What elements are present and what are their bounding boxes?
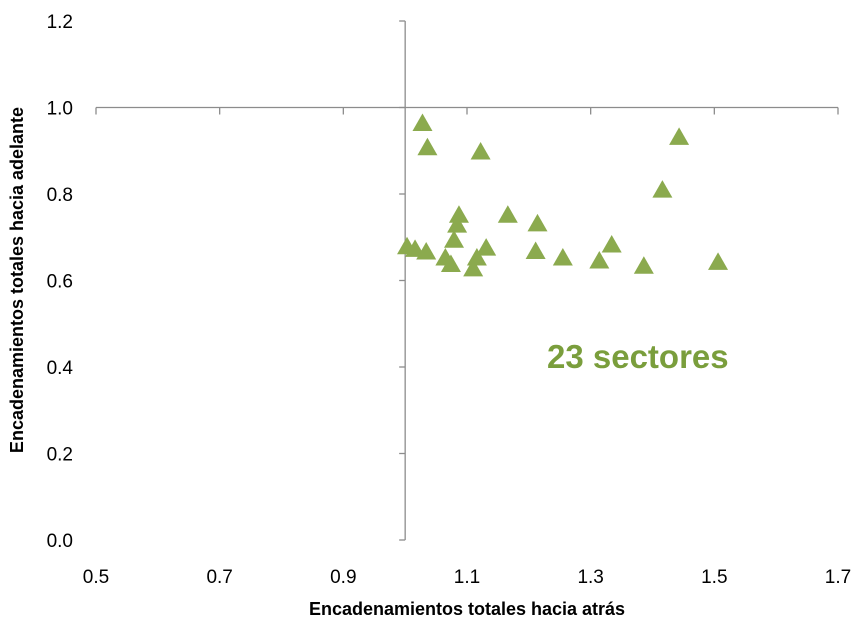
data-point-triangle [463, 258, 484, 277]
x-axis-title: Encadenamientos totales hacia atrás [309, 599, 625, 619]
x-axis: 0.5 0.7 0.9 1.1 1.3 1.5 1.7 [83, 106, 851, 588]
data-point-triangle [412, 113, 433, 132]
y-tick-label: 1.0 [47, 99, 73, 120]
y-tick-label: 0.2 [47, 445, 73, 466]
data-point-triangle [497, 205, 518, 223]
data-point-triangle [669, 127, 690, 145]
data-point-triangle [525, 241, 546, 260]
data-points [397, 113, 729, 277]
y-tick-label: 0.4 [47, 358, 74, 379]
y-axis: 0.0 0.2 0.4 0.6 0.8 1.0 1.2 [47, 12, 406, 552]
annotation-label: 23 sectores [547, 338, 729, 375]
data-point-triangle [476, 238, 497, 256]
y-axis-title: Encadenamientos totales hacia adelante [7, 107, 27, 453]
x-tick-label: 1.7 [825, 567, 851, 588]
data-point-triangle [444, 230, 465, 248]
y-tick-label: 1.2 [47, 12, 73, 33]
x-tick-label: 1.3 [577, 567, 603, 588]
data-point-triangle [405, 239, 426, 257]
x-tick-label: 0.5 [83, 567, 109, 588]
y-tick-label: 0.6 [47, 272, 73, 293]
data-point-triangle [633, 256, 654, 274]
y-tick-label: 0.0 [47, 531, 73, 552]
data-point-triangle [652, 180, 673, 198]
data-point-triangle [589, 251, 610, 269]
data-point-triangle [447, 215, 468, 233]
data-point-triangle [466, 248, 487, 266]
data-point-triangle [470, 142, 491, 160]
x-tick-label: 0.9 [330, 567, 356, 588]
data-point-triangle [440, 254, 461, 272]
data-point-triangle [601, 235, 622, 253]
data-point-triangle [552, 248, 573, 266]
data-point-triangle [416, 241, 437, 260]
data-point-triangle [448, 205, 469, 223]
x-tick-label: 1.1 [454, 567, 480, 588]
y-tick-label: 0.8 [47, 185, 73, 206]
x-tick-label: 0.7 [206, 567, 232, 588]
data-point-triangle [527, 213, 548, 232]
x-tick-label: 1.5 [701, 567, 727, 588]
data-point-triangle [417, 137, 438, 156]
data-point-triangle [708, 252, 729, 270]
